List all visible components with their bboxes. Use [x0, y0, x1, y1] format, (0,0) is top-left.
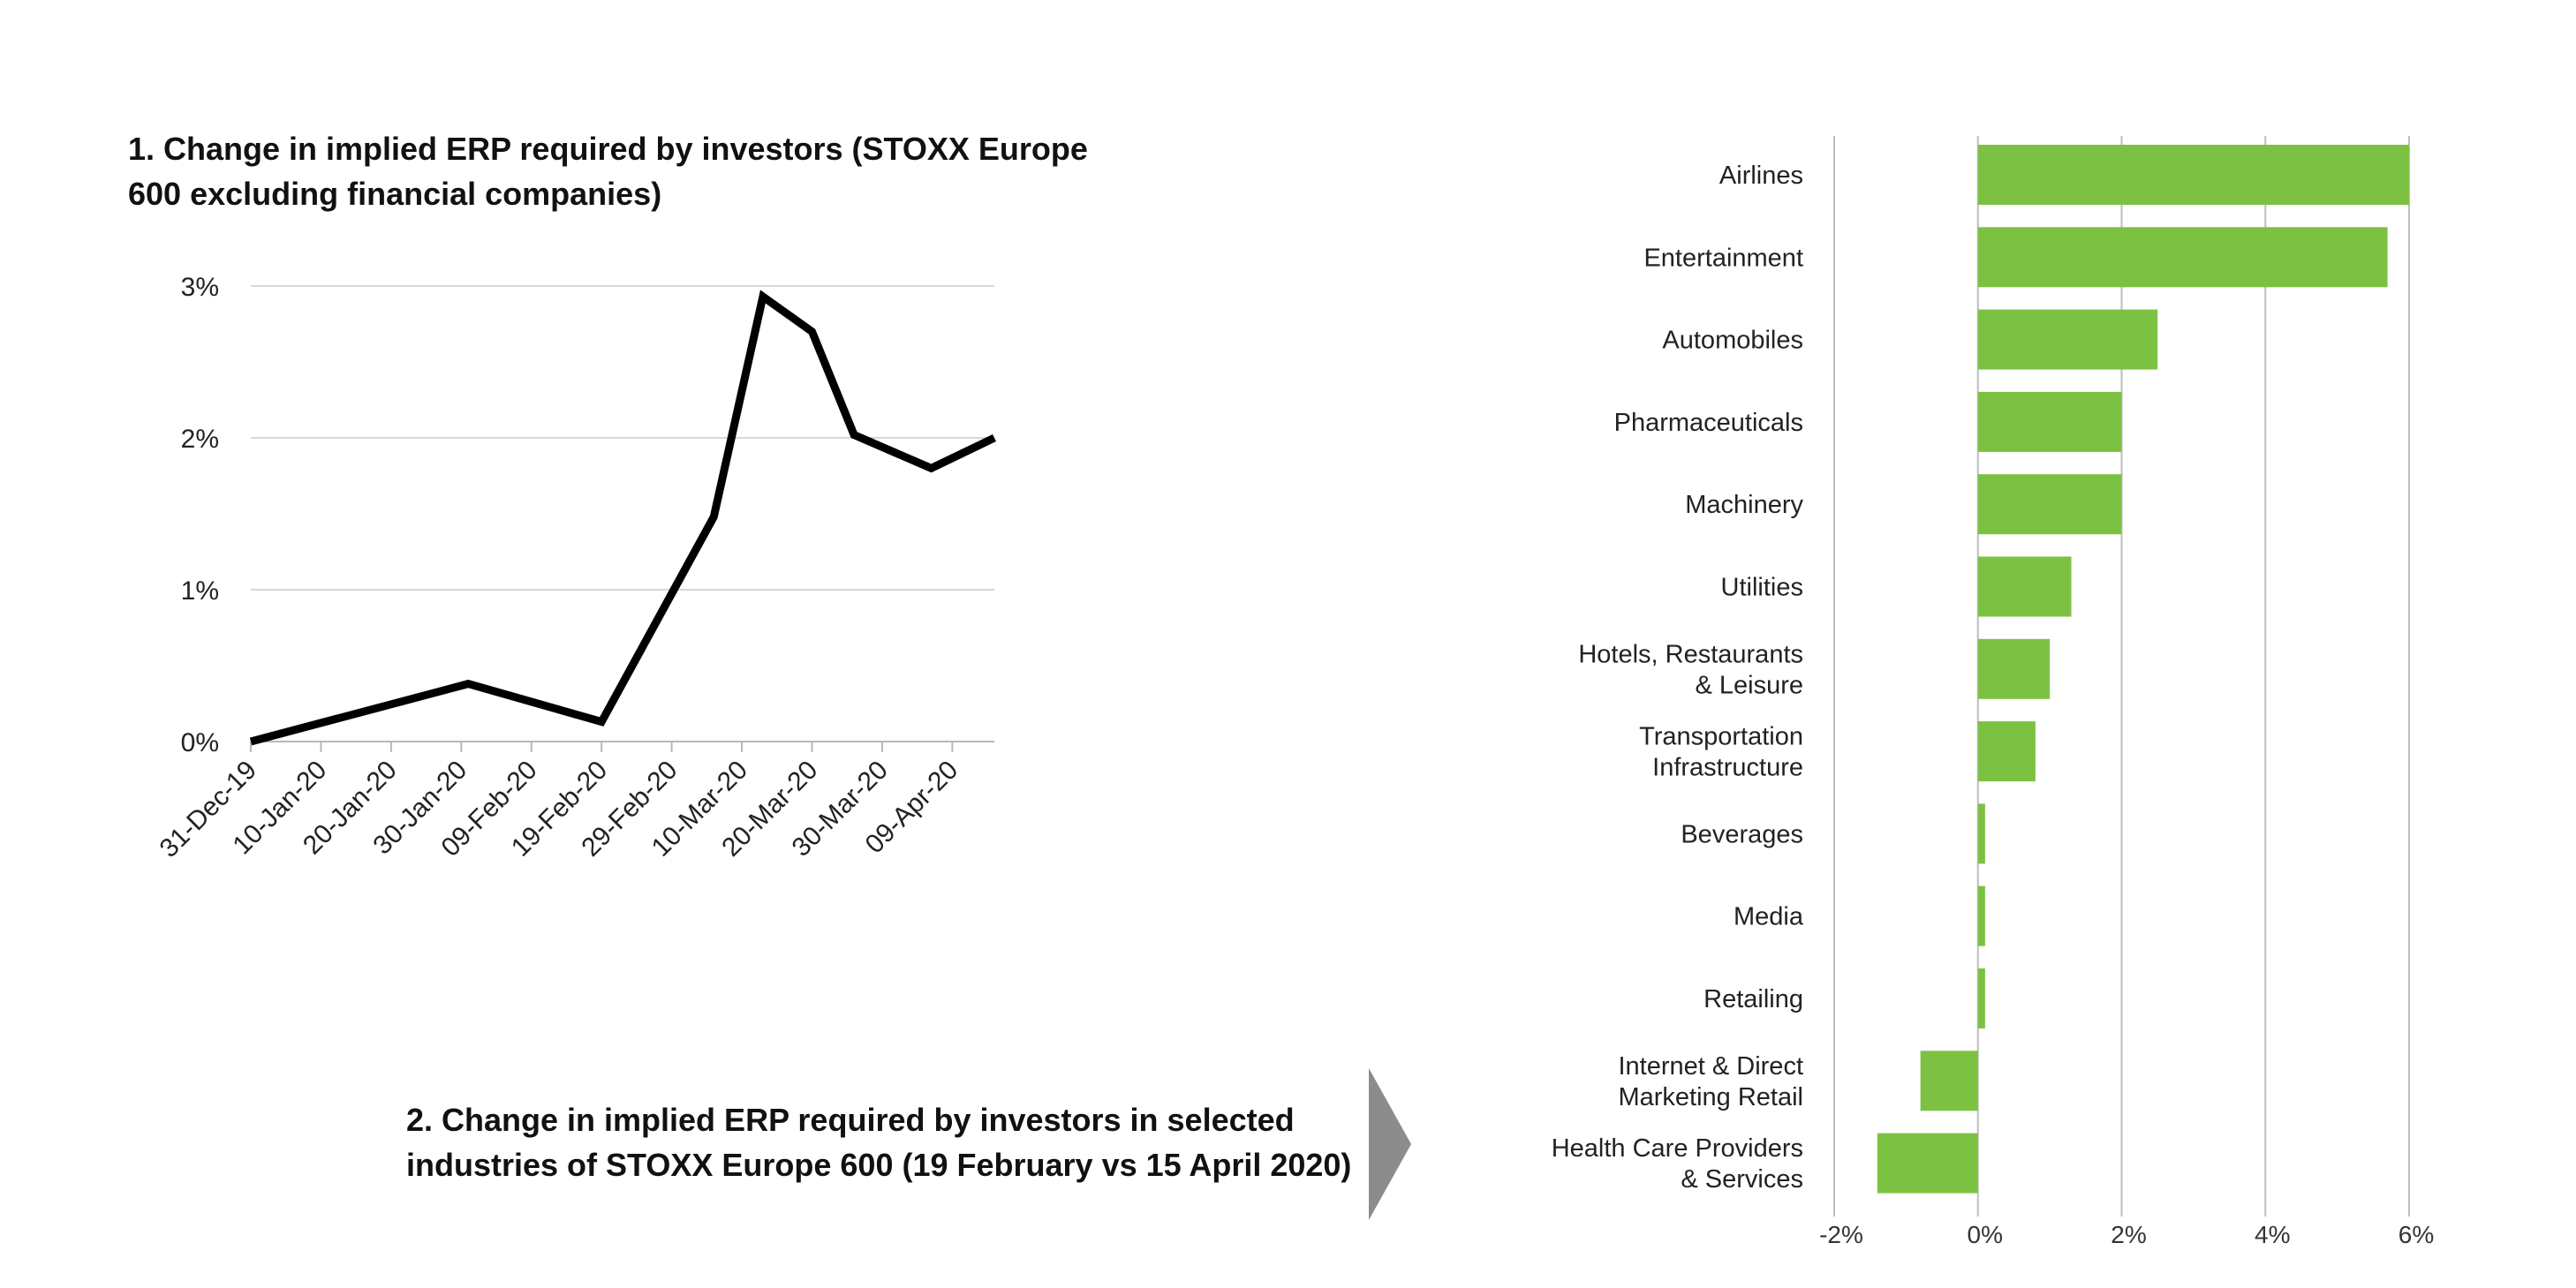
bar	[1877, 1133, 1978, 1194]
bar-category-label: Marketing Retail	[1618, 1083, 1803, 1111]
bar-chart-x-tick-label: 2%	[2111, 1221, 2146, 1248]
bar-chart-title: 2. Change in implied ERP required by inv…	[406, 1102, 1352, 1183]
bar-category-label: Automobiles	[1662, 327, 1803, 355]
line-series	[249, 290, 996, 746]
bar	[1977, 721, 2036, 782]
bar	[1977, 474, 2122, 535]
bar	[1977, 227, 2388, 288]
bar-chart-x-tick-label: 6%	[2398, 1221, 2434, 1248]
bar-category-label: Utilities	[1721, 574, 1803, 602]
bar-category-label: Hotels, Restaurants	[1578, 640, 1803, 668]
bar	[1977, 145, 2409, 205]
bar-category-label: Health Care Providers	[1552, 1134, 1803, 1163]
bar-category-label: Internet & Direct	[1618, 1052, 1803, 1081]
bar-category-label: Entertainment	[1643, 244, 1803, 272]
line-chart: 0%1%2%3%31-Dec-1910-Jan-2020-Jan-2030-Ja…	[155, 273, 996, 863]
line-chart-y-tick-label: 1%	[181, 576, 219, 606]
bar	[1977, 803, 1985, 864]
bar-chart-x-tick-label: -2%	[1819, 1221, 1863, 1248]
bar-category-label: Airlines	[1719, 162, 1803, 190]
line-chart-y-tick-label: 2%	[181, 425, 219, 454]
bar-category-label: Pharmaceuticals	[1614, 409, 1803, 437]
bar-category-label: Beverages	[1681, 820, 1803, 848]
bar	[1977, 638, 2051, 699]
line-chart-y-tick-label: 0%	[181, 728, 219, 757]
bar	[1977, 391, 2122, 452]
bar	[1977, 885, 1985, 946]
bar-category-label: Transportation	[1639, 723, 1803, 751]
bar	[1977, 556, 2072, 617]
line-chart-title: 1. Change in implied ERP required by inv…	[128, 131, 1088, 212]
line-chart-y-tick-label: 3%	[181, 273, 219, 302]
bar-chart: -2% 0% 2% 4% 6% Airlines Entertainment Automobi…	[1552, 136, 2434, 1248]
bar-category-label: Media	[1734, 903, 1804, 931]
bar-category-label: Retailing	[1703, 985, 1803, 1013]
bar-category-label: Infrastructure	[1652, 754, 1803, 782]
bar-chart-x-tick-label: 4%	[2255, 1221, 2290, 1248]
pointer-arrow-icon	[1369, 1068, 1411, 1220]
bar	[1977, 309, 2158, 370]
bar-category-label: & Services	[1681, 1165, 1803, 1194]
bar-category-label: Machinery	[1685, 491, 1803, 519]
bar-category-label: & Leisure	[1695, 671, 1803, 699]
bar	[1977, 968, 1985, 1028]
bar-chart-x-tick-label: 0%	[1968, 1221, 2003, 1248]
bar	[1920, 1051, 1978, 1111]
